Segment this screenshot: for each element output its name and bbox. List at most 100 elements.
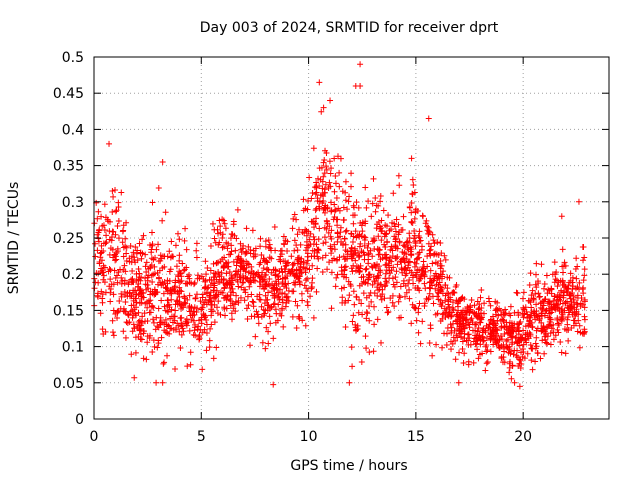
data-point <box>408 218 415 225</box>
data-point <box>410 182 417 189</box>
data-point <box>99 326 106 333</box>
data-point <box>419 213 426 220</box>
data-point <box>382 222 389 229</box>
data-point <box>424 253 431 260</box>
data-point <box>248 291 255 298</box>
data-point <box>449 304 456 311</box>
data-point <box>458 295 465 302</box>
data-point <box>341 235 348 242</box>
data-point <box>168 296 175 303</box>
data-point <box>302 269 309 276</box>
data-point <box>392 274 399 281</box>
data-point <box>303 242 310 249</box>
data-point <box>440 310 447 317</box>
data-point <box>413 317 420 324</box>
data-point <box>312 191 319 198</box>
data-point <box>165 301 172 308</box>
data-point <box>533 334 540 341</box>
data-point <box>374 221 381 228</box>
data-point <box>540 324 547 331</box>
data-point <box>431 240 438 247</box>
data-point <box>153 246 160 253</box>
data-point <box>493 341 500 348</box>
data-point <box>270 292 277 299</box>
data-point <box>383 267 390 274</box>
data-point <box>118 293 125 300</box>
data-point <box>223 280 230 287</box>
data-point <box>361 279 368 286</box>
data-point <box>399 226 406 233</box>
data-point <box>153 379 160 386</box>
data-point <box>497 332 504 339</box>
data-point <box>444 324 451 331</box>
data-point <box>514 290 521 297</box>
data-point <box>241 262 248 269</box>
data-point <box>363 265 370 272</box>
data-point <box>232 298 239 305</box>
data-point <box>393 216 400 223</box>
data-point <box>430 237 437 244</box>
data-point <box>507 350 514 357</box>
data-point <box>135 319 142 326</box>
data-point <box>98 249 105 256</box>
data-point <box>364 310 371 317</box>
data-point <box>110 291 117 298</box>
data-point <box>365 271 372 278</box>
data-point <box>172 326 179 333</box>
data-point <box>131 374 138 381</box>
data-point <box>381 283 388 290</box>
data-point <box>339 299 346 306</box>
data-point <box>244 316 251 323</box>
data-point <box>442 256 449 263</box>
data-point <box>294 231 301 238</box>
data-point <box>383 278 390 285</box>
data-point <box>283 299 290 306</box>
data-point <box>228 310 235 317</box>
data-point <box>435 289 442 296</box>
data-point <box>109 329 116 336</box>
data-point <box>155 184 162 191</box>
data-point <box>437 239 444 246</box>
data-point <box>378 217 385 224</box>
data-point <box>520 327 527 334</box>
data-point <box>566 279 573 286</box>
data-point <box>293 266 300 273</box>
data-point <box>265 340 272 347</box>
data-point <box>162 284 169 291</box>
data-point <box>128 351 135 358</box>
y-axis-label: SRMTID / TECUs <box>6 182 22 295</box>
x-tick-label: 20 <box>514 429 532 445</box>
data-point <box>152 254 159 261</box>
data-point <box>101 201 108 208</box>
data-point <box>429 352 436 359</box>
data-point <box>347 282 354 289</box>
data-point <box>537 355 544 362</box>
data-point <box>448 338 455 345</box>
data-point <box>103 232 110 239</box>
data-point <box>349 363 356 370</box>
data-point <box>372 277 379 284</box>
data-point <box>265 289 272 296</box>
data-point <box>322 239 329 246</box>
data-point <box>443 341 450 348</box>
data-point <box>358 274 365 281</box>
data-point <box>274 286 281 293</box>
data-point <box>563 327 570 334</box>
data-point <box>197 298 204 305</box>
data-point <box>115 269 122 276</box>
data-point <box>479 327 486 334</box>
data-point <box>433 341 440 348</box>
data-point <box>266 276 273 283</box>
data-point <box>326 259 333 266</box>
data-point <box>280 233 287 240</box>
data-point <box>421 300 428 307</box>
data-point <box>386 254 393 261</box>
data-point <box>366 303 373 310</box>
data-point <box>132 295 139 302</box>
data-point <box>420 258 427 265</box>
data-point <box>369 200 376 207</box>
data-point <box>128 253 135 260</box>
data-point <box>326 179 333 186</box>
data-point <box>522 323 529 330</box>
data-point <box>257 243 264 250</box>
